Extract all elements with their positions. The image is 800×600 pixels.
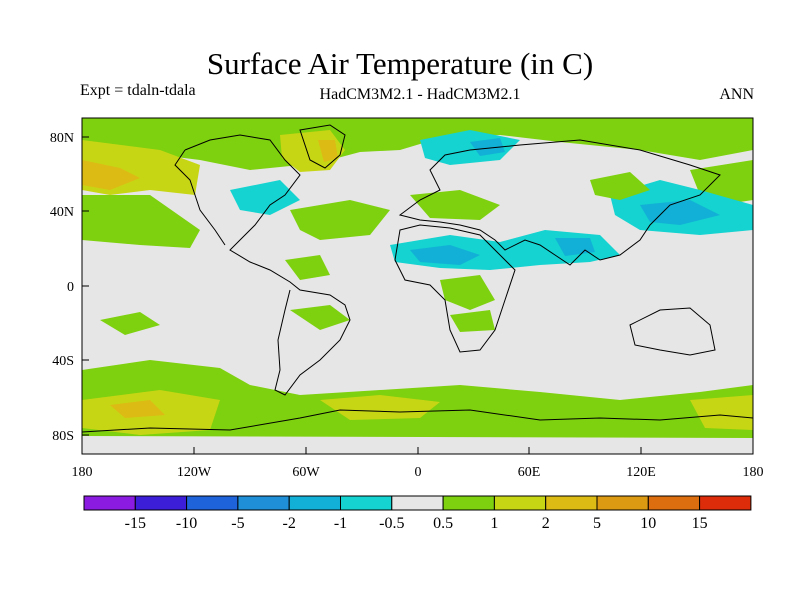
colorbar-swatch	[134, 495, 188, 511]
north-pacific-warming	[82, 195, 200, 248]
season-label: ANN	[719, 86, 754, 103]
lon-label: 120W	[177, 465, 212, 480]
sahara-cooling-core	[410, 245, 480, 265]
north-america-west-coast	[174, 149, 226, 246]
plot-title: Surface Air Temperature (in C)	[206, 46, 594, 81]
greenland-coast	[299, 124, 346, 169]
americas-coast	[184, 134, 351, 396]
eurasia-cooling-core	[470, 138, 505, 156]
south-pacific-warming	[100, 312, 160, 335]
antarctic-neutral-edge	[82, 436, 753, 454]
colorbar-label: 0.5	[433, 515, 453, 532]
south-atlantic-strong-warming	[320, 395, 440, 420]
antarctica-coast	[82, 409, 753, 433]
colorbar-swatch	[186, 495, 239, 511]
colorbar-label: -1	[334, 515, 347, 532]
colorbar-swatch	[340, 495, 393, 511]
south-africa-warming	[450, 310, 495, 332]
experiment-label: Expt = tdaln-tdala	[80, 82, 196, 99]
alaska-hot-spot	[82, 160, 140, 190]
caribbean-warming	[285, 255, 330, 280]
arctic-warming-band	[82, 118, 753, 170]
southern-indian-strong-warming	[690, 395, 753, 430]
colorbar-swatch	[545, 495, 598, 511]
lon-label: 60W	[292, 465, 320, 480]
colorbar-swatch	[596, 495, 649, 511]
lon-label: 180	[743, 465, 764, 480]
lon-label: 0	[415, 465, 422, 480]
australia-coast	[629, 307, 716, 356]
colorbar-label: 1	[490, 515, 498, 532]
central-africa-warming	[440, 275, 495, 310]
southern-pacific-hot-spot	[110, 400, 165, 418]
colorbar-swatch	[442, 495, 495, 511]
east-asia-warming	[590, 172, 650, 200]
lon-label: 60E	[518, 465, 541, 480]
lon-label: 120E	[626, 465, 656, 480]
coastlines	[82, 124, 753, 433]
colorbar: -15 -10 -5 -2 -1 -0.5 0.5 1 2 5 10 15	[83, 495, 752, 532]
mediterranean-warming	[410, 190, 500, 220]
lat-label: 80S	[52, 429, 74, 444]
model-label: HadCM3M2.1 - HadCM3M2.1	[319, 86, 521, 103]
colorbar-swatch	[647, 495, 701, 511]
colorbar-label: 2	[542, 515, 550, 532]
lat-label: 40N	[50, 205, 74, 220]
north-pacific-cooling-core	[640, 200, 720, 225]
north-atlantic-warming	[290, 200, 390, 240]
india-cooling-core	[555, 238, 595, 256]
colorbar-label: -0.5	[379, 515, 404, 532]
lat-label: 80N	[50, 131, 74, 146]
lat-label: 0	[67, 280, 74, 295]
colorbar-label: 15	[692, 515, 708, 532]
north-america-cooling	[230, 180, 300, 215]
colorbar-label: -15	[125, 515, 146, 532]
colorbar-label: 5	[593, 515, 601, 532]
colorbar-swatch	[288, 495, 342, 511]
colorbar-label: -10	[176, 515, 197, 532]
longitude-axis: 180 120W 60W 0 60E 120E 180	[72, 447, 764, 480]
latitude-axis: 80N 40N 0 40S 80S	[50, 131, 89, 444]
lat-label: 40S	[52, 354, 74, 369]
colorbar-swatch	[237, 495, 290, 511]
colorbar-swatch	[391, 495, 444, 511]
greenland-hot-spot	[318, 140, 338, 162]
colorbar-swatch	[493, 495, 547, 511]
colorbar-swatch	[83, 495, 136, 511]
temperature-field	[82, 118, 753, 454]
eurasia-coast	[398, 139, 721, 266]
colorbar-label: 10	[640, 515, 656, 532]
lon-label: 180	[72, 465, 93, 480]
africa-coast	[394, 224, 516, 353]
south-america-warming	[290, 305, 350, 330]
colorbar-label: -2	[283, 515, 296, 532]
colorbar-swatch	[699, 495, 752, 511]
colorbar-label: -5	[231, 515, 244, 532]
